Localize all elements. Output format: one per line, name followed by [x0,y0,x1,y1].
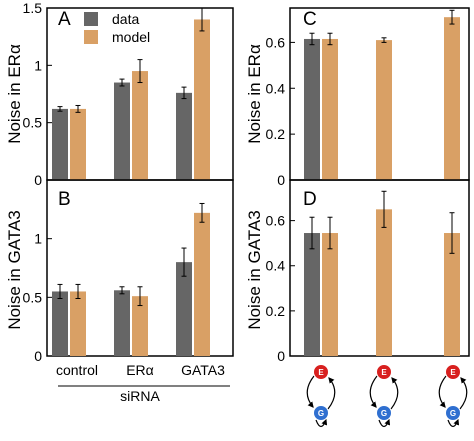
network-motif-2: EG [369,364,399,428]
model-bar [132,296,148,356]
panel-d: 0 0.2 0.4 0.6 [266,179,470,364]
node-e-label: E [450,368,456,377]
x-axis-label: siRNA [120,388,160,404]
node-e-icon [445,364,461,380]
network-motif-1: EG [306,364,336,428]
panel-c-ylabel: Noise in ERα [245,44,264,144]
data-bar [176,92,192,180]
y-tick-label: 1.5 [23,0,43,16]
panel-c: 0 0.2 0.4 0.6 [266,7,470,188]
data-bar [52,108,68,180]
node-g-label: G [381,409,387,418]
g-self-loop [315,418,328,428]
x-category-er-alpha: ERα [126,362,154,378]
y-tick-label: 1 [34,231,42,247]
panel-c-label: C [303,9,317,30]
model-bar [194,212,210,356]
node-g-icon [445,405,461,421]
x-category-control: control [56,362,98,378]
model-bar [376,209,392,356]
y-tick-label: 0.4 [266,80,286,96]
model-bar [444,233,460,356]
legend-model-label: model [112,29,150,45]
node-g-label: G [318,409,324,418]
panel-a-label: A [58,9,71,30]
node-g-icon [313,405,329,421]
g-to-e-arrow [459,377,468,410]
y-tick-label: 0.6 [266,213,286,229]
model-bar [322,233,338,356]
y-tick-label: 0.6 [266,34,286,50]
panel-a-ylabel: Noise in ERα [5,44,24,144]
data-bar [176,262,192,356]
e-to-g-arrow [306,375,315,408]
node-e-icon [376,364,392,380]
panel-b-ylabel: Noise in GATA3 [5,210,24,329]
y-tick-label: 1 [34,57,42,73]
g-self-loop [447,418,460,428]
model-bar [376,40,392,181]
panel-b-label: B [58,189,71,210]
legend-data-label: data [112,11,139,27]
e-to-g-arrow [369,375,378,408]
node-g-label: G [450,409,456,418]
model-bar [132,71,148,180]
y-tick-label: 0 [34,348,42,364]
node-g-icon [376,405,392,421]
legend-data-swatch [84,12,98,26]
y-tick-label: 0 [34,172,42,188]
node-e-label: E [381,368,387,377]
y-tick-label: 0.5 [23,289,43,305]
data-bar [52,291,68,356]
model-bar [194,19,210,180]
y-tick-label: 0.2 [266,303,286,319]
legend-model-swatch [84,30,98,44]
x-category-gata3: GATA3 [181,362,225,378]
e-to-g-arrow [438,375,447,408]
node-e-icon [313,364,329,380]
data-bar [114,82,130,180]
y-tick-label: 0.4 [266,258,286,274]
model-bar [444,17,460,180]
data-bar [304,38,320,181]
y-tick-label: 0 [277,348,285,364]
data-bar [304,233,320,356]
y-tick-label: 0.5 [23,115,43,131]
data-bar [114,290,130,356]
g-to-e-arrow [390,377,399,410]
panel-a: 0 0.5 1 1.5 [23,0,234,188]
panel-b: 00.51 [23,179,234,364]
y-tick-label: 0.2 [266,126,286,142]
model-bar [70,291,86,356]
g-to-e-arrow [327,377,336,410]
panel-d-ylabel: Noise in GATA3 [245,210,264,329]
network-motif-3: EG [438,364,468,428]
panel-d-label: D [303,189,317,210]
model-bar [70,108,86,180]
model-bar [322,38,338,181]
g-self-loop [378,418,391,428]
y-tick-label: 0 [277,172,285,188]
node-e-label: E [318,368,324,377]
